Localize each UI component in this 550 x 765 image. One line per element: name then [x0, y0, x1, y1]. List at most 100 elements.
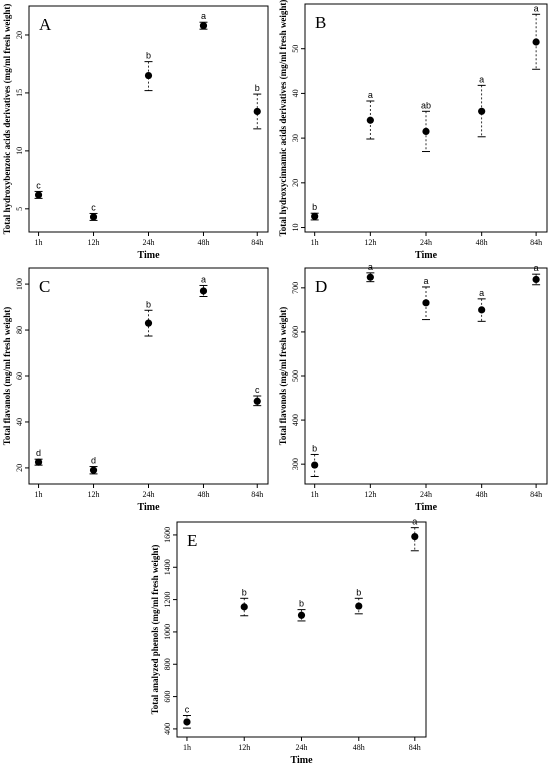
- significance-letter: c: [185, 705, 190, 715]
- panel-letter: D: [315, 277, 327, 296]
- panel-c: C 20 40 60 80 100 1h 12h 24h 48h 84h Time Total flav…: [2, 267, 269, 513]
- significance-letter: d: [36, 448, 41, 458]
- x-tick-label: 1h: [35, 490, 43, 499]
- y-tick-label: 1400: [163, 559, 172, 575]
- data-point: [34, 458, 43, 466]
- panel-letter: A: [39, 15, 52, 34]
- y-tick-label: 300: [291, 458, 300, 470]
- x-tick-label: 24h: [420, 238, 432, 247]
- y-tick-label: 10: [15, 147, 24, 155]
- significance-letter: b: [356, 587, 361, 597]
- x-tick-label: 48h: [197, 490, 209, 499]
- data-point: [199, 287, 208, 295]
- x-tick-label: 1h: [183, 743, 191, 752]
- data-point: [422, 127, 430, 136]
- significance-letter: b: [312, 443, 317, 453]
- y-tick-label: 1200: [163, 592, 172, 608]
- y-tick-label: 15: [15, 89, 24, 97]
- significance-letter: a: [479, 288, 484, 298]
- data-point: [240, 603, 248, 611]
- x-axis-title: Time: [137, 502, 160, 513]
- x-axis-title: Time: [137, 250, 160, 261]
- significance-letter: b: [146, 51, 151, 61]
- panel-letter: B: [315, 13, 326, 32]
- significance-letter: b: [242, 587, 247, 597]
- x-tick-label: 24h: [143, 490, 155, 499]
- data-point: [89, 213, 98, 221]
- x-tick-label: 12h: [238, 743, 250, 752]
- x-tick-label: 84h: [530, 490, 542, 499]
- significance-letter: c: [255, 385, 260, 395]
- x-tick-label: 24h: [143, 238, 155, 247]
- y-tick-label: 5: [15, 207, 24, 211]
- data-point: [144, 71, 153, 80]
- data-point: [478, 306, 486, 314]
- x-tick-label: 12h: [364, 490, 376, 499]
- y-tick-label: 100: [15, 278, 24, 290]
- significance-letter: b: [146, 299, 151, 309]
- y-tick-label: 600: [163, 691, 172, 703]
- plot-frame: [304, 3, 548, 233]
- significance-letter: c: [36, 180, 41, 190]
- significance-letter: a: [534, 3, 539, 13]
- y-axis-title: Total flavanols (mg/ml fresh weight): [2, 307, 12, 446]
- x-tick-label: 84h: [409, 743, 421, 752]
- data-point: [253, 107, 261, 116]
- data-point: [366, 273, 374, 281]
- x-axis-title: Time: [415, 502, 438, 513]
- data-point: [297, 611, 306, 619]
- y-tick-label: 10: [291, 224, 300, 232]
- data-point: [311, 212, 319, 220]
- data-point: [355, 602, 363, 610]
- y-axis-title: Total hydroxycinnamic acids derivatives …: [278, 0, 288, 236]
- panel-letter: C: [39, 277, 50, 296]
- significance-letter: d: [91, 456, 96, 466]
- y-tick-label: 80: [15, 326, 24, 334]
- x-tick-label: 1h: [311, 490, 319, 499]
- data-point: [311, 461, 319, 469]
- data-point: [34, 191, 43, 199]
- significance-letter: b: [299, 599, 304, 609]
- x-tick-label: 48h: [197, 238, 209, 247]
- data-point: [478, 107, 486, 115]
- plot-frame: [28, 5, 269, 233]
- panel-e: E 400 600 800 1000 1200 1400 1600 1h 12h 24h 48h 84h…: [150, 517, 427, 765]
- significance-letter: c: [91, 202, 96, 212]
- data-point: [89, 466, 98, 474]
- significance-letter: a: [423, 276, 428, 286]
- x-tick-label: 1h: [311, 238, 319, 247]
- x-axis-title: Time: [290, 755, 313, 765]
- data-point: [144, 319, 153, 327]
- panel-a: A 5 10 15 20 1h 12h 24h 48h 84h Time Total hydroxyb…: [2, 4, 269, 261]
- y-tick-label: 500: [291, 370, 300, 382]
- y-tick-label: 1000: [163, 624, 172, 640]
- y-tick-label: 20: [15, 464, 24, 472]
- x-tick-label: 12h: [88, 238, 100, 247]
- y-tick-label: 400: [163, 723, 172, 735]
- x-tick-label: 24h: [296, 743, 308, 752]
- data-point: [532, 38, 540, 46]
- y-tick-label: 700: [291, 282, 300, 294]
- significance-letter: a: [368, 262, 373, 272]
- y-tick-label: 20: [15, 31, 24, 39]
- x-tick-label: 84h: [530, 238, 542, 247]
- x-tick-label: 84h: [251, 490, 263, 499]
- panel-d: D 300 400 500 600 700 1h 12h 24h 48h 84h Time Total …: [278, 262, 548, 513]
- data-point: [422, 299, 430, 307]
- y-tick-label: 20: [291, 179, 300, 187]
- data-point: [532, 275, 540, 284]
- panel-letter: E: [187, 531, 197, 550]
- x-axis-title: Time: [415, 250, 438, 261]
- significance-letter: a: [479, 74, 484, 84]
- data-point: [366, 116, 374, 124]
- y-axis-title: Total analyzed phenols (mg/ml fresh weig…: [150, 545, 160, 715]
- data-point: [253, 397, 261, 405]
- x-tick-label: 48h: [353, 743, 365, 752]
- significance-letter: a: [412, 517, 417, 527]
- y-tick-label: 600: [291, 326, 300, 338]
- plot-frame: [176, 521, 427, 738]
- significance-letter: b: [255, 83, 260, 93]
- y-tick-label: 40: [291, 89, 300, 97]
- significance-letter: a: [368, 90, 373, 100]
